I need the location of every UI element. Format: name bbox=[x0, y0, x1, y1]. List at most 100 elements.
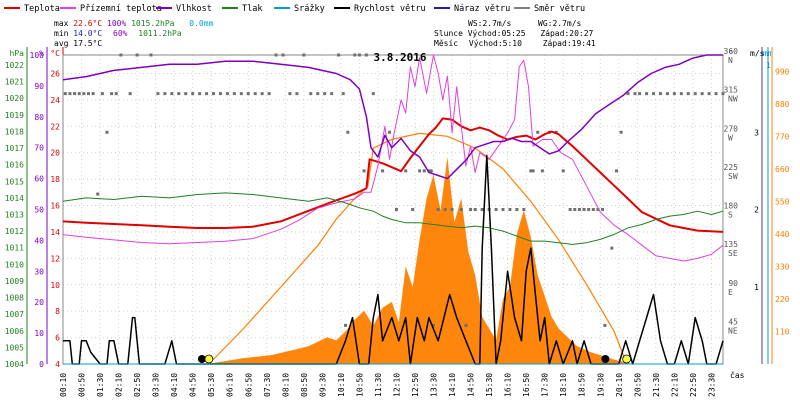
humidity-tick-7: 70 bbox=[34, 144, 44, 153]
wind-dir-point-9 bbox=[105, 130, 109, 134]
wind-dir-point-34 bbox=[281, 53, 285, 57]
wind-dir-point-78 bbox=[540, 169, 544, 173]
x-tick-label-10: 06:50 bbox=[244, 373, 253, 397]
wind-dir-point-38 bbox=[309, 92, 313, 96]
moonset-marker bbox=[601, 355, 610, 363]
wind-dir-point-24 bbox=[212, 92, 216, 96]
pressure-unit: hPa bbox=[10, 49, 25, 58]
legend-label-5: Rychlost větru bbox=[354, 4, 426, 14]
wind-dir-point-18 bbox=[170, 92, 174, 96]
x-tick-label-8: 05:30 bbox=[207, 373, 216, 397]
pressure-tick-4: 1008 bbox=[5, 294, 24, 303]
stats-max-label: max bbox=[54, 19, 69, 28]
pressure-tick-5: 1009 bbox=[5, 277, 24, 286]
wind-dir-point-105 bbox=[700, 92, 704, 96]
solar-tick-0: 110 bbox=[775, 327, 790, 336]
stats-max-rain: 0.0mm bbox=[189, 19, 214, 28]
wind-dir-point-43 bbox=[341, 92, 345, 96]
wind-dir-point-41 bbox=[330, 92, 334, 96]
dir-tick-value-7: 360 bbox=[724, 47, 739, 56]
wind-dir-point-17 bbox=[163, 92, 167, 96]
temperature-tick-6: 16 bbox=[50, 202, 60, 211]
dir-tick-value-6: 315 bbox=[724, 86, 739, 95]
wind-dir-point-55 bbox=[411, 208, 415, 211]
wind-dir-point-96 bbox=[638, 92, 642, 96]
x-tick-label-30: 20:10 bbox=[615, 373, 624, 397]
x-tick-label-1: 00:50 bbox=[78, 373, 87, 397]
wind-dir-point-11 bbox=[114, 92, 118, 96]
wind-dir-point-76 bbox=[531, 169, 535, 173]
dir-tick-letter-0: NE bbox=[728, 326, 738, 335]
x-tick-label-5: 03:30 bbox=[152, 373, 161, 397]
x-tick-label-33: 22:10 bbox=[670, 373, 679, 397]
wind-dir-point-95 bbox=[633, 92, 637, 96]
wind-dir-point-15 bbox=[149, 53, 153, 57]
wind-dir-point-1 bbox=[68, 92, 72, 96]
stats-min-label: min bbox=[54, 29, 69, 38]
legend-label-7: Směr větru bbox=[534, 4, 585, 14]
humidity-tick-9: 90 bbox=[34, 82, 44, 91]
wind-dir-point-0 bbox=[63, 92, 67, 96]
wind-dir-point-23 bbox=[205, 92, 209, 96]
x-tick-label-20: 13:30 bbox=[430, 373, 439, 397]
temperature-tick-3: 10 bbox=[50, 281, 60, 290]
series-wind bbox=[63, 154, 724, 365]
wind-dir-point-54 bbox=[404, 169, 408, 173]
wind-dir-point-92 bbox=[614, 169, 618, 173]
wind-dir-point-26 bbox=[225, 92, 229, 96]
wind-dir-point-103 bbox=[686, 92, 690, 96]
wind-dir-point-80 bbox=[554, 130, 558, 134]
x-tick-label-4: 02:50 bbox=[133, 373, 142, 397]
dir-tick-letter-4: SW bbox=[728, 172, 738, 181]
temperature-tick-9: 22 bbox=[50, 122, 60, 131]
wind-dir-point-27 bbox=[232, 92, 236, 96]
wind-dir-point-99 bbox=[658, 92, 662, 96]
stats-min-hum: 60% bbox=[113, 29, 128, 38]
series-hum bbox=[62, 54, 723, 180]
dir-tick-letter-1: E bbox=[728, 288, 733, 297]
sun-label: Slunce bbox=[434, 29, 463, 38]
wind-dir-point-49 bbox=[364, 53, 368, 57]
x-tick-label-13: 08:50 bbox=[300, 373, 309, 397]
wind-dir-point-14 bbox=[135, 53, 139, 57]
x-tick-label-17: 11:30 bbox=[374, 373, 383, 397]
x-tick-label-0: 00:10 bbox=[59, 373, 68, 397]
wind-dir-point-90 bbox=[603, 323, 607, 327]
wind-dir-point-84 bbox=[577, 208, 581, 211]
pressure-tick-1: 1005 bbox=[5, 343, 24, 352]
stats-max-row: max 22.6°C 100% 1015.2hPa 0.0mm bbox=[54, 19, 213, 28]
solar-tick-4: 550 bbox=[775, 197, 790, 206]
pressure-tick-2: 1006 bbox=[5, 327, 24, 336]
wind-dir-point-10 bbox=[110, 92, 114, 96]
wind-dir-point-32 bbox=[267, 92, 271, 96]
solar-tick-7: 880 bbox=[775, 100, 790, 109]
wind-dir-point-60 bbox=[432, 323, 436, 327]
legend-label-4: Srážky bbox=[294, 4, 325, 14]
humidity-tick-2: 20 bbox=[34, 298, 44, 307]
wind-dir-point-3 bbox=[77, 92, 81, 96]
wind-dir-point-91 bbox=[610, 246, 614, 250]
solar-tick-5: 660 bbox=[775, 165, 790, 174]
humidity-tick-10: 100 bbox=[30, 51, 45, 60]
x-tick-label-29: 19:30 bbox=[596, 373, 605, 397]
wind-dir-point-63 bbox=[450, 208, 454, 211]
pressure-tick-17: 1021 bbox=[5, 78, 24, 87]
pressure-tick-13: 1017 bbox=[5, 144, 24, 153]
wind-dir-point-19 bbox=[177, 92, 181, 96]
chart-title: 3.8.2016 bbox=[374, 51, 427, 64]
solar-tick-2: 330 bbox=[775, 262, 790, 271]
wind-dir-point-53 bbox=[394, 208, 398, 211]
dir-unit: ° bbox=[728, 49, 733, 58]
wind-dir-point-40 bbox=[323, 92, 327, 96]
humidity-tick-1: 10 bbox=[34, 329, 44, 338]
solar-tick-1: 220 bbox=[775, 295, 790, 304]
series-press bbox=[62, 192, 724, 245]
wind-tick-2: 3 bbox=[754, 128, 759, 137]
wind-dir-point-70 bbox=[494, 208, 498, 211]
wind-summary-wg: WG:2.7m/s bbox=[538, 19, 582, 28]
dir-tick-letter-5: W bbox=[728, 133, 733, 142]
humidity-unit: % bbox=[39, 49, 44, 58]
dir-tick-letter-7: N bbox=[728, 56, 733, 65]
series-solar-area bbox=[206, 157, 633, 364]
